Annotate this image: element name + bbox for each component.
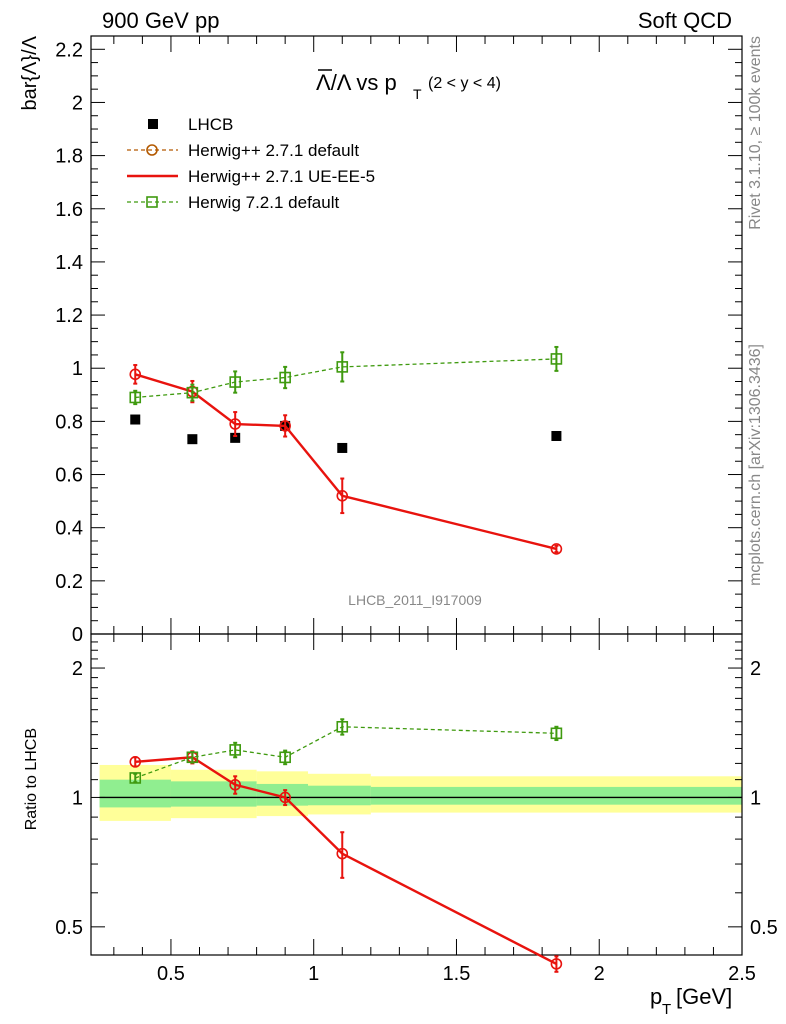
x-axis-label: p T [GeV] — [650, 984, 732, 1018]
main-y-tick-label: 1 — [72, 358, 83, 380]
main-y-tick-label: 0.8 — [55, 411, 83, 433]
ratio-green-band — [99, 779, 171, 808]
lhcb-data-point — [187, 434, 198, 445]
main-square-marker — [279, 371, 291, 384]
main-y-axis-label: bar{Λ}/Λ — [19, 35, 41, 110]
x-axis-label-p: p — [650, 984, 662, 1009]
main-y-tick-label: 0.2 — [55, 571, 83, 593]
main-circle-marker — [550, 543, 563, 555]
main-series-line-3 — [135, 358, 557, 399]
ratio-square-marker — [279, 751, 291, 764]
ratio-circle-marker — [229, 779, 241, 791]
main-y-tick-label: 1.8 — [55, 146, 83, 168]
main-square-marker — [186, 386, 199, 399]
main-y-tick-label: 2.2 — [55, 39, 83, 61]
main-circle-marker — [279, 420, 291, 432]
main-square-marker — [129, 391, 142, 404]
ratio-series-line-1 — [135, 726, 557, 779]
ratio-green-band — [256, 783, 308, 806]
title-main-text: Λ/Λ vs p — [316, 70, 397, 95]
legend: LHCB Herwig++ 2.7.1 default Herwig++ 2.7.1… — [127, 115, 375, 212]
main-y-tick-label: 2 — [72, 92, 83, 114]
legend-circle-marker — [146, 144, 158, 156]
title-sub-text: T — [413, 86, 422, 102]
main-y-tick-label: 1.6 — [55, 199, 83, 221]
ratio-circle-marker — [550, 958, 563, 970]
lhcb-data-point — [337, 442, 348, 453]
legend-entry-label: Herwig++ 2.7.1 default — [188, 141, 359, 160]
ratio-y-axis-label: Ratio to LHCB — [23, 728, 40, 830]
main-plot-area: 0 0.2 0.4 0.6 0.8 1 1.2 1.4 1.6 1.8 2 2.2 — [55, 35, 743, 646]
ratio-green-band — [370, 786, 742, 805]
ratio-square-marker — [129, 772, 142, 784]
ratio-y-tick-label: 1 — [72, 787, 83, 809]
main-square-marker — [550, 353, 563, 365]
x-axis-label-sub: T — [662, 1001, 671, 1018]
lhcb-data-point — [551, 430, 562, 441]
lhcb-data-point — [230, 432, 241, 443]
ratio-circle-marker — [336, 847, 349, 860]
main-y-tick-label: 0.6 — [55, 465, 83, 487]
ratio-y-tick-label-right: 0.5 — [750, 917, 778, 939]
ratio-frame — [90, 633, 743, 956]
mcplots-label: mcplots.cern.ch [arXiv:1306.3436] — [747, 344, 764, 586]
ratio-y-tick-label: 0.5 — [55, 917, 83, 939]
main-square-marker — [229, 376, 241, 388]
ratio-y-tick-label-right: 1 — [750, 787, 761, 809]
main-y-tick-label: 1.2 — [55, 305, 83, 327]
legend-entry-label: Herwig 7.2.1 default — [188, 193, 339, 212]
main-y-tick-label: 1.4 — [55, 252, 83, 274]
main-y-tick-label: 0.4 — [55, 518, 83, 540]
main-circle-marker — [229, 418, 241, 430]
x-tick-label: 2 — [594, 963, 605, 985]
x-tick-label: 1 — [308, 963, 319, 985]
x-axis-label-unit: [GeV] — [676, 984, 732, 1009]
legend-entry-label: LHCB — [188, 115, 233, 134]
analysis-watermark: LHCB_2011_I917009 — [348, 592, 482, 608]
main-circle-marker — [129, 368, 142, 381]
header-left-label: 900 GeV pp — [102, 8, 219, 33]
legend-square-marker — [146, 196, 158, 208]
ratio-y-tick-label: 2 — [72, 658, 83, 680]
x-tick-label: 1.5 — [443, 963, 471, 985]
rivet-label: Rivet 3.1.10, ≥ 100k events — [747, 36, 764, 230]
x-tick-label: 0.5 — [157, 963, 185, 985]
ratio-plot-area: 0.5 1 1.5 2 2.5 0.5 0.5 1 1 2 2 — [55, 633, 778, 985]
ratio-square-marker — [186, 751, 199, 764]
ratio-green-band — [308, 785, 371, 806]
ratio-circle-marker — [129, 756, 142, 768]
ratio-square-marker — [550, 727, 563, 740]
ratio-series-line-0 — [135, 756, 557, 965]
main-y-tick-label: 0 — [72, 624, 83, 646]
main-circle-marker — [336, 489, 349, 502]
legend-entry-label: Herwig++ 2.7.1 UE-EE-5 — [188, 167, 375, 186]
ratio-green-band — [170, 781, 257, 807]
main-series-line-2 — [134, 373, 557, 551]
x-tick-label: 2.5 — [728, 963, 756, 985]
main-square-marker — [336, 361, 349, 373]
header-right-label: Soft QCD — [638, 8, 732, 33]
legend-marker-data — [148, 119, 158, 129]
ratio-square-marker — [229, 744, 241, 756]
main-title: Λ/Λ vs p T (2 < y < 4) — [316, 69, 501, 102]
ratio-y-tick-label-right: 2 — [750, 658, 761, 680]
title-range-text: (2 < y < 4) — [428, 75, 501, 92]
ratio-circle-marker — [279, 791, 291, 804]
lhcb-data-point — [130, 414, 141, 425]
ratio-square-marker — [336, 720, 349, 733]
